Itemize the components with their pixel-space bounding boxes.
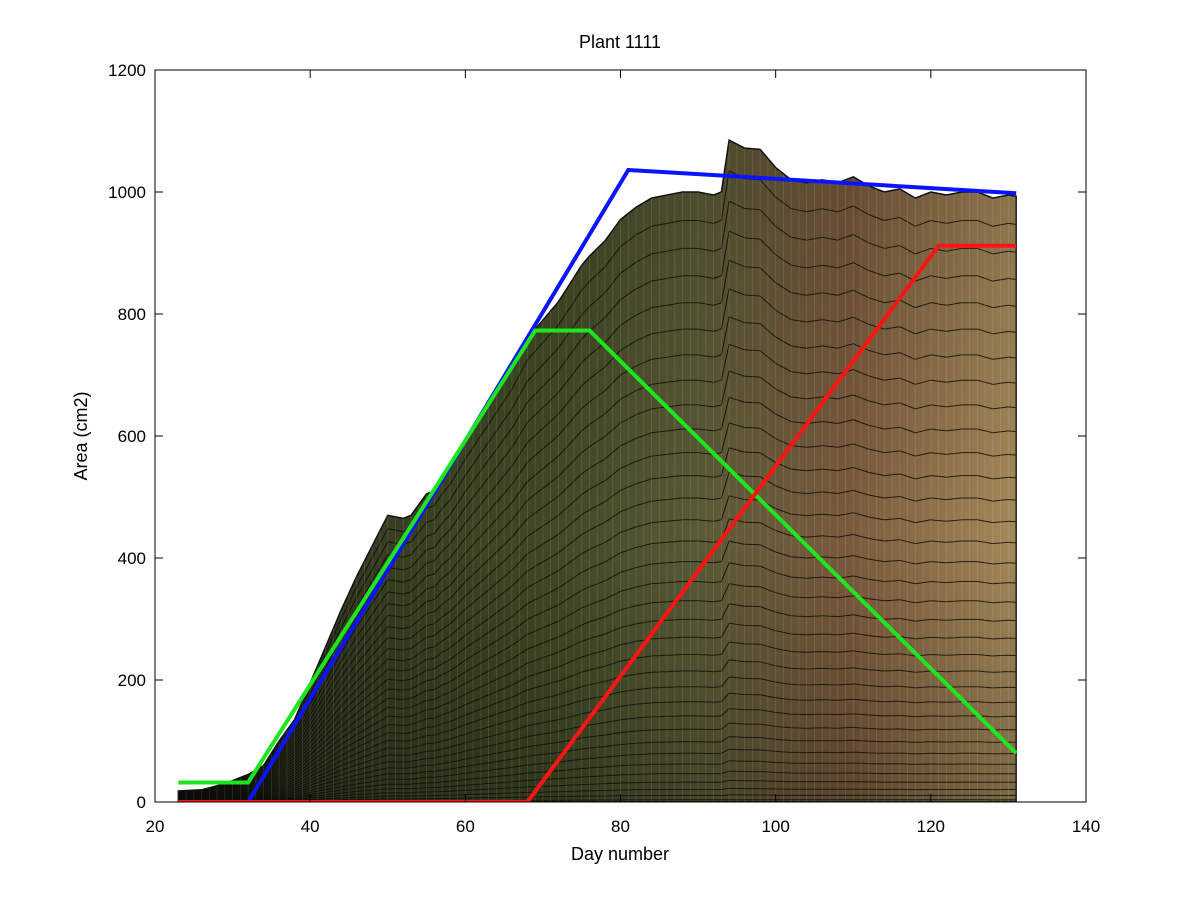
y-tick-label: 200	[118, 671, 146, 690]
x-tick-label: 80	[611, 817, 630, 836]
chart-title: Plant 1111	[579, 32, 661, 52]
series-line-3	[178, 243, 1017, 802]
layer-boundary	[178, 787, 1017, 802]
y-tick-label: 800	[118, 305, 146, 324]
layer-boundary	[178, 583, 1017, 799]
layer-boundary	[178, 779, 1017, 802]
x-axis-label: Day number	[571, 844, 669, 864]
layer-boundary	[178, 722, 1017, 802]
x-tick-label: 60	[456, 817, 475, 836]
x-tick-label: 100	[761, 817, 789, 836]
y-tick-label: 1000	[108, 183, 146, 202]
y-axis-label: Area (cm2)	[71, 391, 91, 480]
layer-boundary	[178, 540, 1017, 799]
layer-boundary	[178, 316, 1017, 795]
layer-boundary	[178, 447, 1017, 797]
layer-boundary	[178, 422, 1017, 797]
x-tick-label: 40	[301, 817, 320, 836]
y-tick-label: 1200	[108, 61, 146, 80]
axis-ticks: 20 40 60 80 100 120 140 0 200 400 600 800 1000 1200	[108, 61, 1100, 836]
layer-boundary	[178, 770, 1017, 802]
layer-boundary	[178, 641, 1017, 800]
layer-boundary	[178, 370, 1017, 796]
area-shade	[178, 140, 1017, 802]
layer-boundary	[178, 708, 1017, 801]
layer-boundary	[178, 495, 1017, 798]
x-tick-label: 140	[1072, 817, 1100, 836]
plot-area	[177, 138, 1018, 802]
y-tick-label: 600	[118, 427, 146, 446]
layer-boundary	[178, 518, 1017, 798]
stacked-area-group	[177, 138, 1018, 802]
series-line-2	[178, 328, 1018, 785]
layer-boundary	[178, 562, 1017, 799]
y-tick-label: 0	[137, 793, 146, 812]
layer-boundary	[178, 692, 1017, 801]
layer-boundary	[178, 659, 1017, 801]
layer-boundary	[178, 760, 1017, 802]
layer-boundary	[178, 471, 1017, 797]
layer-boundary	[178, 748, 1017, 802]
layer-boundary	[178, 396, 1017, 796]
x-tick-label: 20	[146, 817, 165, 836]
layer-boundary	[178, 622, 1017, 800]
layer-boundary	[178, 343, 1017, 795]
layer-boundary	[178, 676, 1017, 801]
layer-boundary	[178, 200, 1017, 793]
layer-boundary	[178, 603, 1017, 800]
layer-boundary	[178, 736, 1017, 802]
y-tick-label: 400	[118, 549, 146, 568]
x-tick-label: 120	[917, 817, 945, 836]
